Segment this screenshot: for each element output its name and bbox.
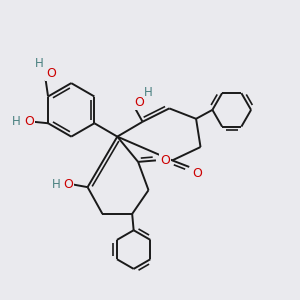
Text: H: H [35,57,44,70]
Text: O: O [160,154,170,167]
Text: H: H [144,85,153,98]
Text: H: H [52,178,61,191]
Text: O: O [24,115,34,128]
Text: H: H [12,115,20,128]
Text: O: O [192,167,202,180]
Text: O: O [46,67,56,80]
Text: O: O [134,96,144,109]
Text: O: O [63,178,73,191]
